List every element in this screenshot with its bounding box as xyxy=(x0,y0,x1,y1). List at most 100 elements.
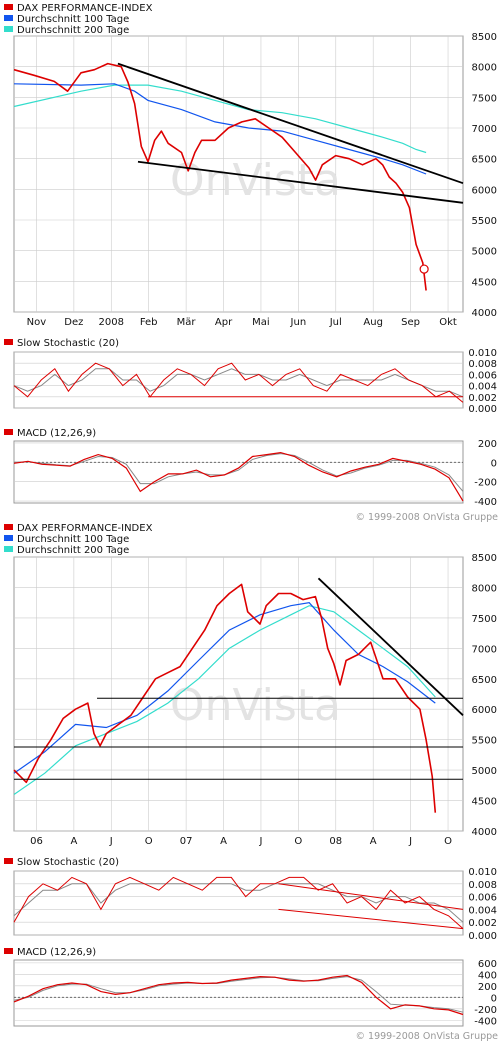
stochastic-title-1y: Slow Stochastic (20) xyxy=(17,338,119,349)
legend-swatch-avg100-3y xyxy=(4,535,13,541)
y-tick-label: 0.004 xyxy=(468,382,497,393)
y-tick-label: 0.002 xyxy=(468,918,497,929)
x-tick-label: 08 xyxy=(329,836,342,847)
y-tick-label: 5500 xyxy=(472,216,497,227)
legend-swatch-avg200 xyxy=(4,26,13,32)
x-tick-label: 06 xyxy=(30,836,43,847)
stochastic-fast-line xyxy=(13,362,464,403)
y-tick-label: -400 xyxy=(474,497,497,508)
y-tick-label: 5000 xyxy=(472,247,497,258)
legend-swatch-avg200-3y xyxy=(4,546,13,552)
price-panel-3y-grid xyxy=(14,556,463,832)
x-tick-label: Mai xyxy=(252,317,270,328)
y-tick-label: 400 xyxy=(478,970,497,981)
legend-avg200-label-3y: Durchschnitt 200 Tage xyxy=(17,545,129,556)
macd-panel-3y-frame xyxy=(13,959,464,1027)
avg200-line xyxy=(13,84,427,154)
price-panel-3y-series xyxy=(13,577,464,813)
y-tick-label: 5500 xyxy=(472,736,497,747)
legend-3y: DAX PERFORMANCE-INDEX Durchschnitt 100 T… xyxy=(4,523,153,556)
macd-panel-1y-frame xyxy=(13,440,464,504)
price-panel-1y-xticks: Nov Dez 2008 Feb Mär Apr Mai Jun Jul Aug Sep Okt xyxy=(27,317,457,328)
stochastic-channel-line xyxy=(278,883,464,910)
y-tick-label: 0.008 xyxy=(468,880,497,891)
legend-avg100-label-3y: Durchschnitt 100 Tage xyxy=(17,534,129,545)
macd-title-1y: MACD (12,26,9) xyxy=(17,428,96,439)
x-tick-label: 07 xyxy=(180,836,193,847)
x-tick-label: A xyxy=(70,836,77,847)
x-tick-label: J xyxy=(109,836,113,847)
stochastic-panel-3y-series xyxy=(13,876,464,930)
macd-panel-1y-series xyxy=(13,451,464,502)
y-tick-label: 4500 xyxy=(472,277,497,288)
y-tick-label: 0.000 xyxy=(468,931,497,942)
macd-panel-3y-series xyxy=(13,974,464,1016)
legend-swatch-price xyxy=(4,4,13,10)
trend-line xyxy=(317,577,464,716)
price-panel-3y-frame xyxy=(13,556,464,832)
stochastic-title-3y: Slow Stochastic (20) xyxy=(17,857,119,868)
watermark-1y: OnVista xyxy=(170,155,341,206)
price-panel-3y-yticks: 4000 4500 5000 5500 6000 6500 7000 7500 8000 8500 xyxy=(472,553,497,838)
legend-avg100-label: Durchschnitt 100 Tage xyxy=(17,14,129,25)
x-tick-label: A xyxy=(370,836,377,847)
price-panel-3y-xticks: 06 A J O 07 A J O 08 A J O xyxy=(30,836,452,847)
x-tick-label: Apr xyxy=(215,317,233,328)
stochastic-panel-3y-frame xyxy=(13,870,464,936)
y-tick-label: 200 xyxy=(478,439,497,450)
y-tick-label: 0.004 xyxy=(468,905,497,916)
y-tick-label: 4500 xyxy=(472,797,497,808)
y-tick-label: 600 xyxy=(478,959,497,970)
watermark-3y: OnVista xyxy=(170,680,341,731)
copyright-1y: © 1999-2008 OnVista Gruppe xyxy=(356,512,499,523)
copyright-3y: © 1999-2008 OnVista Gruppe xyxy=(356,1031,499,1042)
stochastic-panel-3y-grid xyxy=(14,870,463,936)
x-tick-label: O xyxy=(145,836,153,847)
trend-line xyxy=(117,62,464,185)
legend-swatch-price-3y xyxy=(4,524,13,530)
y-tick-label: -400 xyxy=(474,1016,497,1027)
y-tick-label: 0.000 xyxy=(468,404,497,415)
y-tick-label: 0.010 xyxy=(468,867,497,878)
y-tick-label: 0.006 xyxy=(468,893,497,904)
y-tick-label: -200 xyxy=(474,478,497,489)
x-tick-label: J xyxy=(258,836,262,847)
y-tick-label: 4000 xyxy=(472,308,497,319)
price-panel-3y: OnVista 4000 4500 5000 5500 6000 6500 7000 7500… xyxy=(4,523,497,847)
y-tick-label: 0.010 xyxy=(468,348,497,359)
y-tick-label: 7500 xyxy=(472,93,497,104)
stochastic-panel-1y-series xyxy=(13,362,464,403)
macd-panel-1y-yticks: -400 -200 0 200 xyxy=(474,439,497,508)
x-tick-label: O xyxy=(444,836,452,847)
price-line xyxy=(13,583,437,813)
price-line xyxy=(13,62,427,291)
x-tick-label: O xyxy=(294,836,302,847)
y-tick-label: 0 xyxy=(491,993,497,1004)
price-panel-1y-grid xyxy=(14,35,463,313)
macd-line xyxy=(13,451,464,502)
y-tick-label: -200 xyxy=(474,1005,497,1016)
x-tick-label: Jun xyxy=(290,317,307,328)
stochastic-panel-3y: Slow Stochastic (20) 0.0000.0020.0040.00… xyxy=(4,857,497,942)
legend-swatch-macd-3y xyxy=(4,948,13,954)
x-tick-label: 2008 xyxy=(99,317,124,328)
price-panel-1y-yticks: 4000 4500 5000 5500 6000 6500 7000 7500 8000 8500 xyxy=(472,32,497,319)
macd-panel-1y: MACD (12,26,9) -400 -200 0 200 xyxy=(4,428,497,508)
avg100-line xyxy=(13,602,436,774)
y-tick-label: 4000 xyxy=(472,827,497,838)
y-tick-label: 8500 xyxy=(472,32,497,43)
y-tick-label: 8000 xyxy=(472,583,497,594)
x-tick-label: Aug xyxy=(363,317,383,328)
x-tick-label: Feb xyxy=(140,317,158,328)
legend-swatch-stoch-3y xyxy=(4,858,13,864)
macd-title-3y: MACD (12,26,9) xyxy=(17,947,96,958)
y-tick-label: 8000 xyxy=(472,63,497,74)
y-tick-label: 0.002 xyxy=(468,393,497,404)
x-tick-label: Jul xyxy=(329,317,342,328)
macd-signal-line xyxy=(13,453,464,492)
x-tick-label: Nov xyxy=(27,317,47,328)
y-tick-label: 0.008 xyxy=(468,359,497,370)
avg100-line xyxy=(13,83,427,175)
y-tick-label: 200 xyxy=(478,982,497,993)
